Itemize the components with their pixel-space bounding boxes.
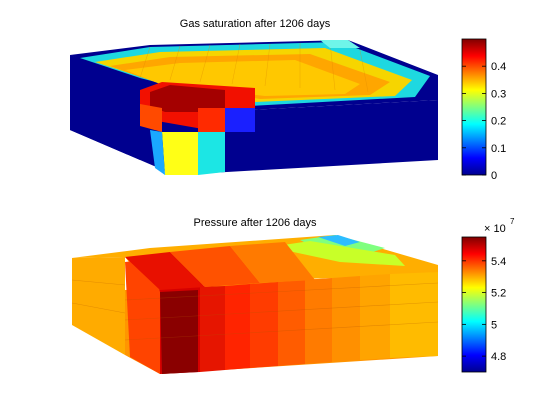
gas-colorbar: 0 0.1 0.2 0.3 0.4 (461, 38, 506, 182)
pressure-colorbar-exponent-base: × 10 (484, 223, 506, 235)
gas-top-grid (139, 41, 369, 93)
pressure-block-left-face (72, 257, 125, 355)
gas-top-inner-yellow (125, 60, 360, 96)
gas-saturation-plot: Gas saturation after 1206 days (70, 18, 506, 182)
gas-hotspot-blue (225, 108, 255, 132)
pressure-top-orange (170, 246, 260, 287)
pressure-title: Pressure after 1206 days (194, 217, 317, 229)
gas-block-left-face (70, 55, 140, 160)
pressure-colorbar-tick-label: 4.8 (491, 351, 506, 363)
pressure-band-6 (305, 278, 332, 364)
gas-saturation-title: Gas saturation after 1206 days (180, 18, 331, 30)
pressure-top-orange-2 (230, 242, 315, 283)
pressure-colorbar: × 10 7 4.8 5 5.2 5.4 (461, 217, 515, 373)
pressure-colorbar-exponent-power: 7 (510, 217, 515, 226)
pressure-max-column (160, 290, 198, 374)
pressure-grid (71, 279, 439, 341)
gas-colorbar-tick-label: 0.3 (491, 88, 506, 100)
pressure-band-8 (360, 274, 390, 360)
pressure-left-red (125, 259, 160, 374)
pressure-top-cyan (318, 235, 360, 246)
pressure-band-4 (250, 282, 278, 368)
pressure-top-yellow (270, 241, 405, 266)
pressure-band-5 (278, 280, 305, 366)
gas-hotspot-core (150, 85, 225, 112)
gas-top-corner-cyan (320, 40, 360, 48)
gas-colorbar-tick-label: 0.2 (491, 116, 506, 128)
pressure-top-red (125, 252, 205, 290)
pressure-block (71, 235, 439, 374)
gas-column-left (150, 130, 165, 175)
pressure-colorbar-bar (461, 236, 487, 373)
gas-hotspot-right (198, 108, 225, 132)
gas-colorbar-tick-label: 0.4 (491, 61, 506, 73)
pressure-band-9 (390, 272, 438, 358)
gas-column-cyan (198, 132, 225, 175)
pressure-colorbar-tick-label: 5 (491, 319, 497, 331)
pressure-plot: Pressure after 1206 days (71, 217, 515, 374)
pressure-band-2 (200, 286, 225, 372)
gas-colorbar-tick-label: 0 (491, 170, 497, 182)
gas-colorbar-tick-label: 0.1 (491, 143, 506, 155)
gas-hotspot-left (140, 104, 162, 132)
gas-colorbar-bar (461, 38, 487, 176)
pressure-colorbar-tick-label: 5.4 (491, 256, 506, 268)
gas-column-yellow (162, 132, 198, 175)
pressure-colorbar-tick-label: 5.2 (491, 288, 506, 300)
pressure-band-3 (225, 284, 250, 370)
gas-saturation-block (70, 40, 438, 175)
pressure-band-7 (332, 276, 360, 362)
